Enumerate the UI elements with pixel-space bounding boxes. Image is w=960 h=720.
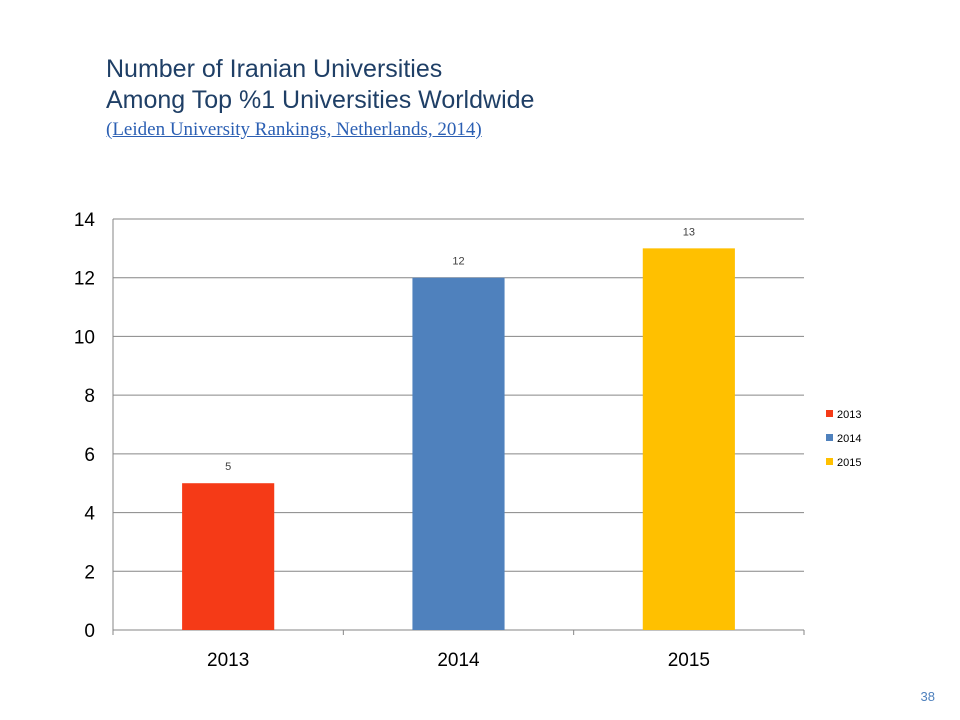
y-tick-label: 12 bbox=[74, 269, 95, 290]
legend-swatch bbox=[826, 434, 833, 441]
y-tick-label: 2 bbox=[84, 562, 95, 583]
legend-label: 2014 bbox=[837, 433, 861, 445]
page-number: 38 bbox=[920, 689, 935, 704]
y-tick-label: 0 bbox=[84, 621, 95, 642]
x-tick-label: 2014 bbox=[437, 650, 480, 671]
y-tick-label: 6 bbox=[84, 445, 95, 466]
y-tick-label: 8 bbox=[84, 386, 95, 407]
bar-2013 bbox=[182, 483, 275, 630]
data-label: 5 bbox=[225, 461, 231, 473]
chart-title-line-1: Number of Iranian Universities bbox=[106, 55, 443, 83]
x-tick-label: 2013 bbox=[207, 650, 249, 671]
legend-label: 2013 bbox=[837, 409, 861, 421]
y-tick-label: 10 bbox=[74, 327, 95, 348]
source-link[interactable]: (Leiden University Rankings, Netherlands… bbox=[106, 119, 482, 140]
title-block: Number of Iranian Universities Among Top… bbox=[106, 54, 534, 143]
x-tick-label: 2015 bbox=[668, 650, 710, 671]
data-label: 12 bbox=[452, 256, 464, 268]
y-tick-label: 4 bbox=[84, 504, 95, 525]
legend-swatch bbox=[826, 458, 833, 465]
bar-2014 bbox=[412, 277, 505, 630]
legend-label: 2015 bbox=[837, 457, 861, 469]
y-tick-label: 14 bbox=[74, 210, 96, 231]
chart-title-line-2: Among Top %1 Universities Worldwide bbox=[106, 86, 535, 114]
legend-swatch bbox=[826, 410, 833, 417]
data-label: 13 bbox=[683, 226, 695, 238]
bar-2015 bbox=[642, 248, 735, 630]
